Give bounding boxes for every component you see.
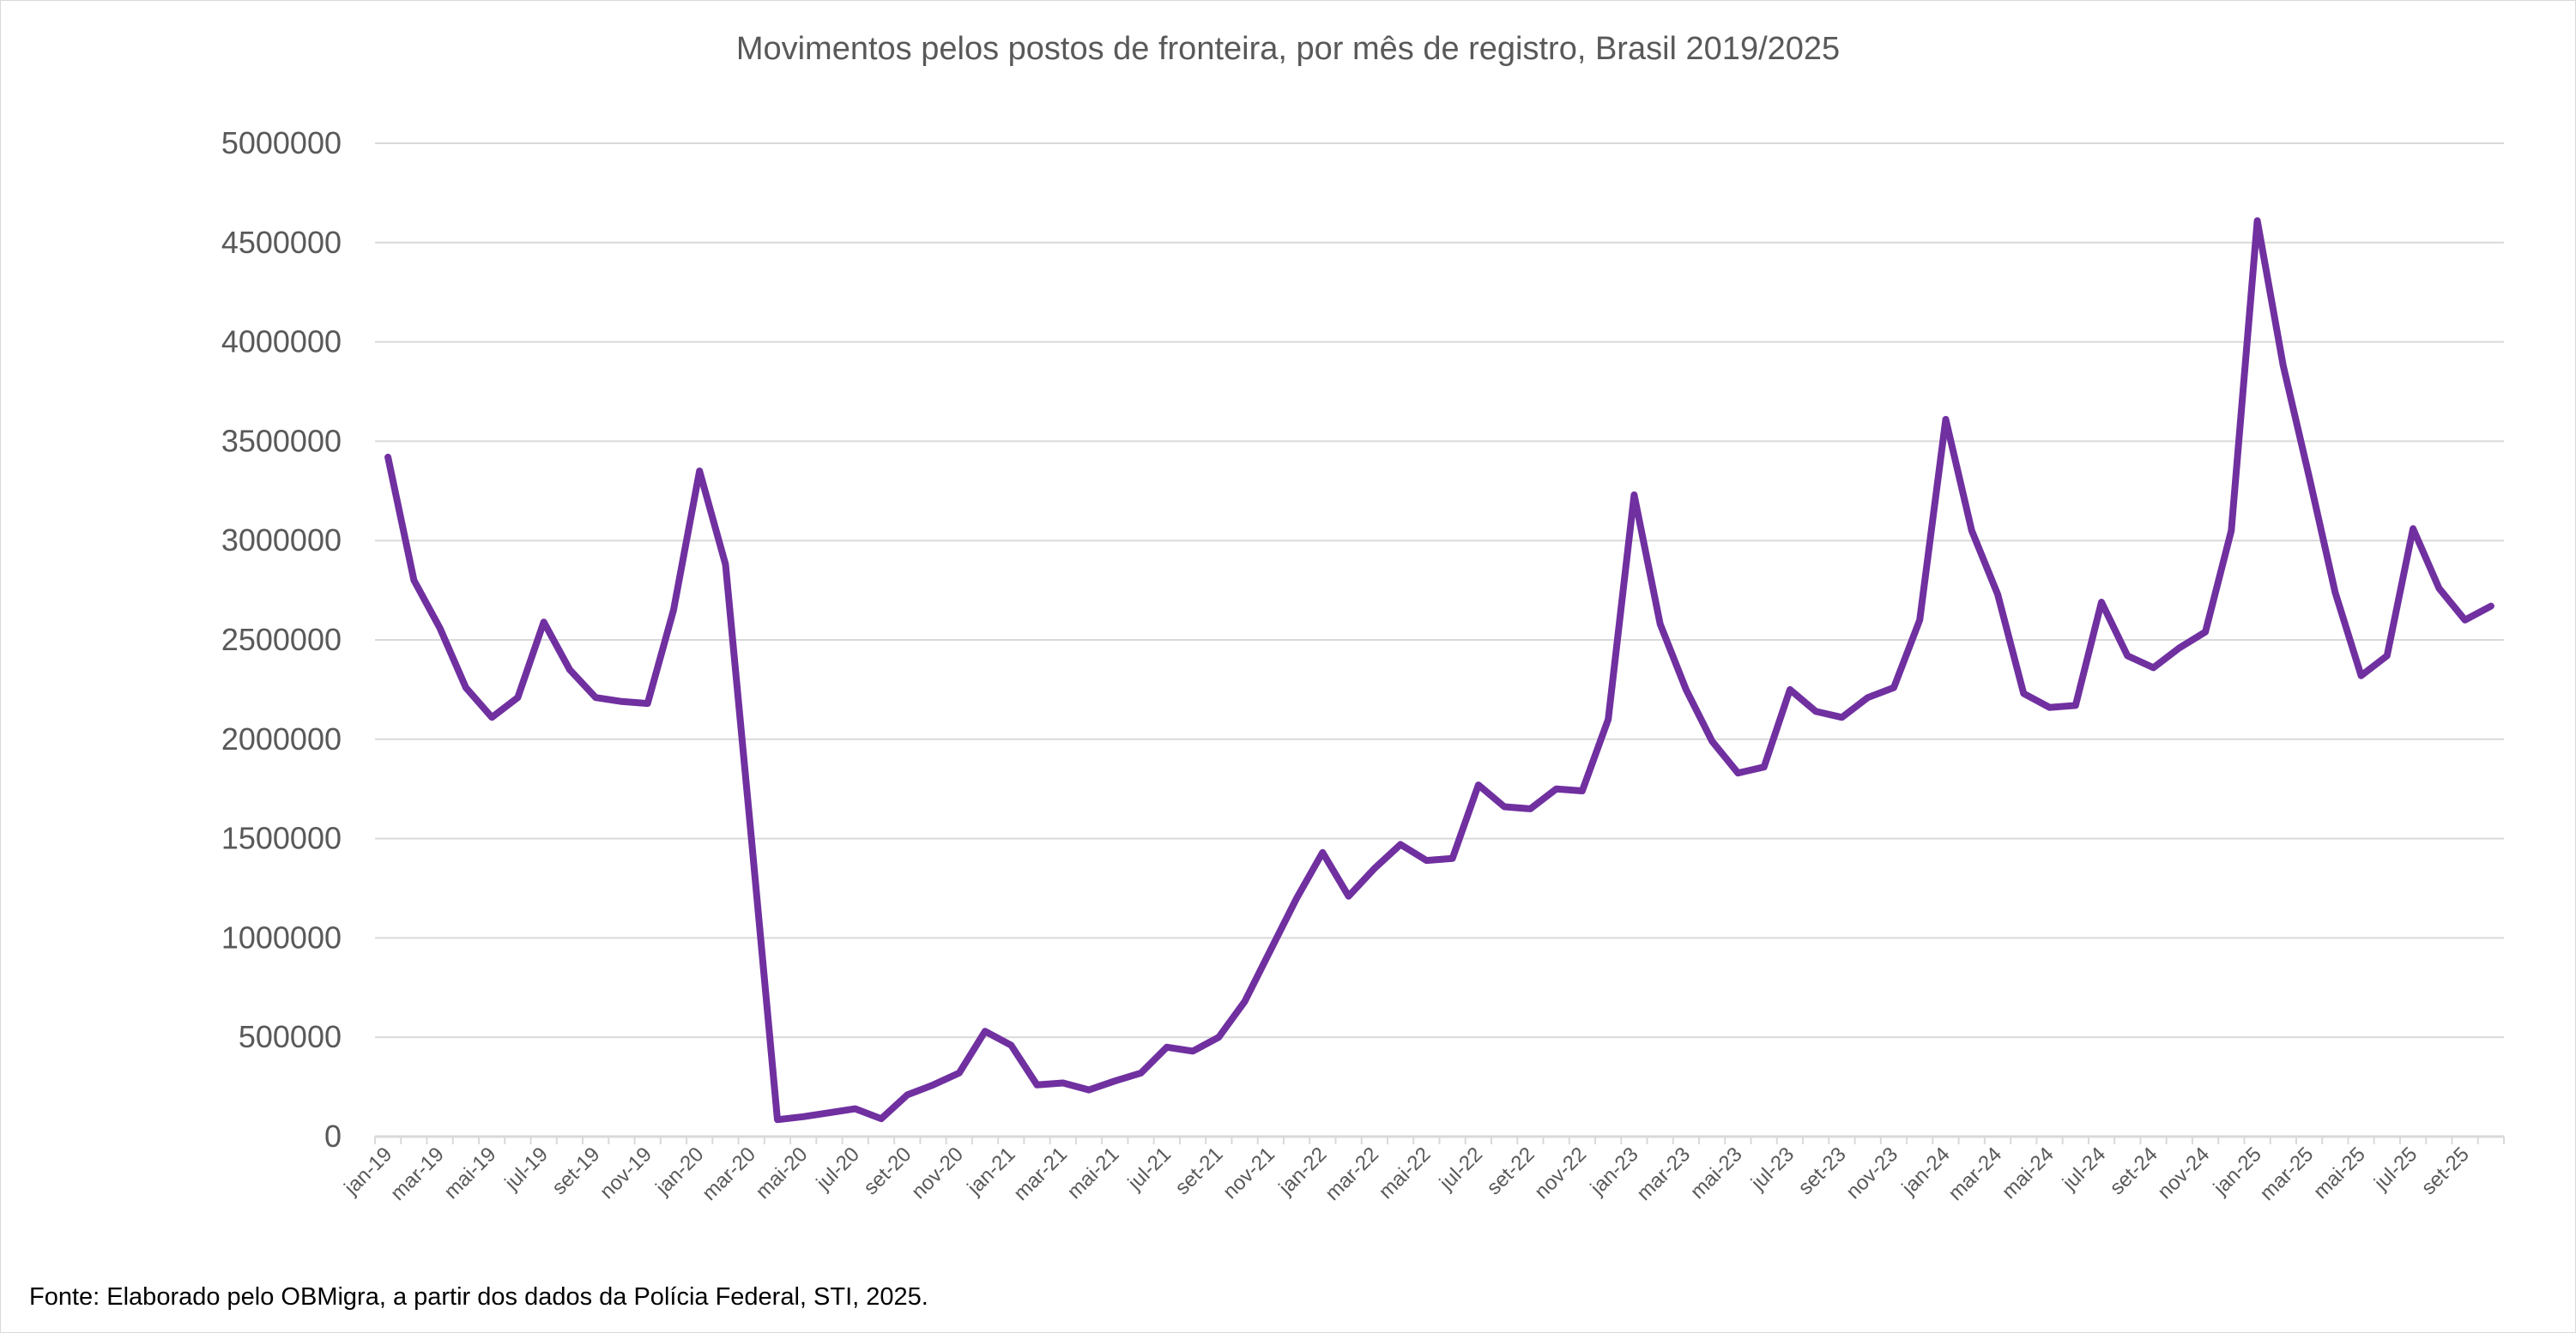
x-tick-label: nov-20: [907, 1143, 968, 1203]
x-tick-label: mai-23: [1686, 1143, 1747, 1203]
y-tick-label: 0: [324, 1119, 342, 1154]
x-tick-label: set-22: [1482, 1143, 1539, 1199]
x-tick-label: nov-23: [1841, 1143, 1902, 1203]
y-tick-label: 3500000: [221, 423, 342, 458]
y-tick-label: 4500000: [221, 225, 342, 260]
x-tick-label: set-19: [547, 1143, 604, 1199]
chart-title: Movimentos pelos postos de fronteira, po…: [735, 31, 1841, 67]
x-tick-label: mai-21: [1063, 1143, 1124, 1203]
x-tick-label: set-24: [2106, 1143, 2162, 1199]
x-tick-label: set-20: [859, 1143, 916, 1199]
x-tick-label: mar-21: [1009, 1143, 1072, 1205]
x-tick-label: jul-21: [1123, 1143, 1176, 1195]
y-tick-label: 2500000: [221, 622, 342, 657]
x-tick-label: set-23: [1793, 1143, 1850, 1199]
x-tick-label: mar-19: [386, 1143, 449, 1205]
x-tick-label: mai-25: [2309, 1143, 2370, 1203]
x-tick-label: nov-21: [1218, 1143, 1279, 1203]
x-tick-label: mai-19: [439, 1143, 500, 1203]
x-tick-label: jul-22: [1435, 1143, 1487, 1195]
y-tick-label: 4000000: [221, 324, 342, 359]
x-tick-label: mai-22: [1375, 1143, 1436, 1203]
x-tick-label: mai-20: [752, 1143, 813, 1203]
x-tick-label: nov-24: [2153, 1143, 2214, 1203]
x-tick-label: mai-24: [1998, 1143, 2059, 1203]
y-tick-label: 500000: [239, 1019, 342, 1054]
x-tick-label: mar-20: [698, 1143, 760, 1205]
x-tick-label: jul-25: [2369, 1143, 2422, 1195]
gridlines: [375, 142, 2504, 1039]
x-tick-label: mar-24: [1944, 1143, 2006, 1205]
y-tick-label: 1500000: [221, 821, 342, 856]
y-axis-tick-labels: 0 500000 1000000 1500000 2000000 2500000 30000…: [221, 125, 342, 1154]
x-tick-label: nov-22: [1530, 1143, 1591, 1203]
x-tick-label: set-25: [2417, 1143, 2474, 1199]
x-tick-label: mar-22: [1321, 1143, 1383, 1205]
x-tick-label: jul-19: [500, 1143, 553, 1195]
x-tick-label: nov-19: [596, 1143, 656, 1203]
series-line: [384, 217, 2494, 1124]
x-tick-label: jul-24: [2058, 1143, 2110, 1195]
y-tick-label: 5000000: [221, 125, 342, 160]
x-tick-label: set-21: [1170, 1143, 1227, 1199]
y-tick-label: 1000000: [221, 920, 342, 955]
x-tick-label: mar-25: [2255, 1143, 2318, 1205]
y-tick-label: 2000000: [221, 721, 342, 757]
series-polyline: [384, 217, 2494, 1124]
x-tick-label: mar-23: [1632, 1143, 1695, 1205]
y-tick-label: 3000000: [221, 522, 342, 558]
x-tick-label: jul-23: [1746, 1143, 1799, 1195]
source-note: Fonte: Elaborado pelo OBMigra, a partir …: [29, 1283, 928, 1311]
x-tick-label: jul-20: [812, 1143, 864, 1195]
